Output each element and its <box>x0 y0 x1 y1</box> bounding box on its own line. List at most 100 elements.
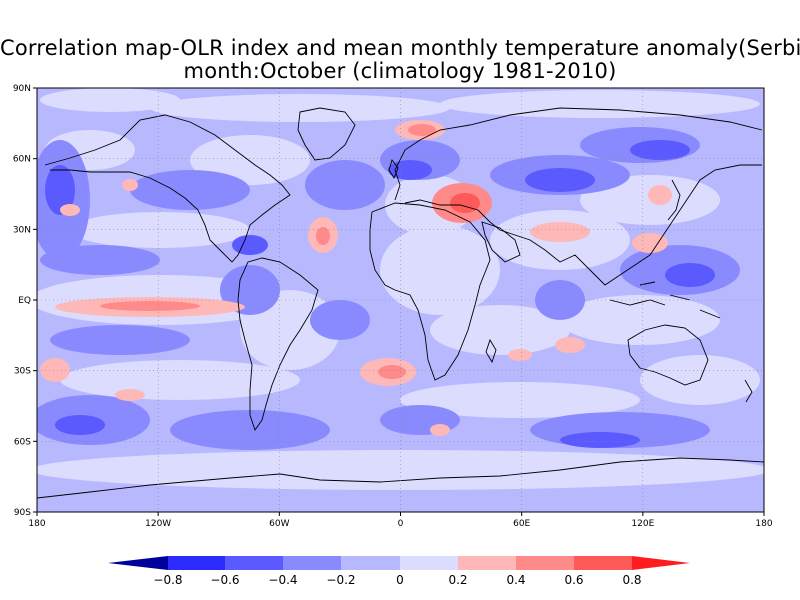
atlantic-red <box>316 227 330 245</box>
serbia-core-red <box>450 193 480 213</box>
colorbar-right-arrow <box>632 556 690 570</box>
colorbar-label: 0.8 <box>622 573 641 587</box>
madagascar-pink <box>508 349 532 361</box>
japan-coast <box>667 179 681 221</box>
north-pacific-light <box>70 212 250 248</box>
lon-tick-label: 120E <box>631 519 654 529</box>
latitude-axis: 90N 60N 30N EQ 30S 60S 90S <box>13 84 37 518</box>
map-subtitle: month:October (climatology 1981-2010) <box>183 59 617 83</box>
arabia-coast <box>481 221 521 263</box>
weak-positive-regions <box>37 88 764 490</box>
antarctica-coast <box>37 457 764 499</box>
europe-deep <box>388 160 432 180</box>
colorbar-bin <box>458 556 516 570</box>
southern-pacific-pink <box>115 389 145 401</box>
colorbar-label: −0.2 <box>326 573 355 587</box>
graticule <box>37 88 764 512</box>
lat-tick-label: 60N <box>13 155 31 165</box>
colorbar-bin <box>574 556 632 570</box>
west-pacific-deep <box>665 263 715 287</box>
colorbar-bin <box>400 556 458 570</box>
south-pacific-light <box>60 360 300 400</box>
strong-negative-regions <box>45 140 715 448</box>
caribbean-deep <box>232 235 268 255</box>
north-america-coast <box>44 114 291 263</box>
south-pacific-pink <box>40 358 70 382</box>
coastlines <box>37 107 764 499</box>
lat-tick-label: 30S <box>14 367 31 377</box>
longitude-axis: 180 120W 60W 0 60E 120E 180 <box>28 512 773 529</box>
colorbar-bin <box>283 556 341 570</box>
drake-blue <box>170 410 330 450</box>
central-pacific-blue <box>40 245 160 275</box>
new-zealand-coast <box>744 379 753 403</box>
south-atlantic-blue <box>310 300 370 340</box>
africa-light <box>380 225 500 315</box>
greenland-coast <box>297 107 356 161</box>
lon-tick-label: 0 <box>398 519 404 529</box>
eurasia-coast <box>394 107 763 286</box>
colorbar-left-arrow <box>108 556 168 570</box>
china-pink <box>632 233 668 253</box>
colorbar-bin <box>341 556 400 570</box>
southern-ocean-deep <box>560 432 640 448</box>
colorbar-bin <box>225 556 283 570</box>
lon-tick-label: 180 <box>28 519 45 529</box>
equatorial-pacific-red <box>100 301 200 311</box>
lat-tick-label: 90N <box>13 84 31 94</box>
colorbar-bin <box>168 556 225 570</box>
dateline-deep <box>45 165 75 215</box>
lat-tick-label: EQ <box>18 296 31 306</box>
japan-pink <box>648 185 672 205</box>
colorbar-label: 0.2 <box>448 573 467 587</box>
south-indian-pink <box>430 424 450 436</box>
equatorial-indian-blue <box>535 280 585 320</box>
south-pacific-blue <box>50 325 190 355</box>
indonesia-coast <box>609 281 721 319</box>
lat-tick-label: 90S <box>14 508 31 518</box>
lon-tick-label: 60E <box>513 519 530 529</box>
correlation-field <box>37 88 764 512</box>
colorbar: −0.8 −0.6 −0.4 −0.2 0 0.2 0.4 0.6 0.8 <box>108 556 690 587</box>
colorbar-label: −0.8 <box>153 573 182 587</box>
amazon-blue <box>220 265 280 315</box>
maritime-light <box>560 295 720 345</box>
lat-tick-label: 30N <box>13 225 31 235</box>
indian-ocean-light <box>430 305 570 355</box>
india-pink <box>530 222 590 242</box>
south-america-coast <box>237 257 319 431</box>
central-siberia-deep <box>525 168 595 192</box>
australia-coast <box>627 324 709 386</box>
colorbar-bin <box>516 556 574 570</box>
africa-coast <box>369 202 491 381</box>
lon-tick-label: 120W <box>145 519 171 529</box>
indian-pink <box>555 337 585 353</box>
colorbar-label: 0.6 <box>564 573 583 587</box>
lon-tick-label: 180 <box>755 519 772 529</box>
lon-tick-label: 60W <box>269 519 289 529</box>
colorbar-label: −0.4 <box>268 573 297 587</box>
map-title: Correlation map-OLR index and mean month… <box>0 36 800 60</box>
north-pacific-blue <box>130 170 250 210</box>
alaska-pink <box>122 179 138 191</box>
north-pacific-pink <box>60 204 80 216</box>
southern-indian-light <box>400 382 640 418</box>
north-atlantic-blue <box>305 160 385 210</box>
moderate-negative-regions <box>37 127 740 450</box>
madagascar-coast <box>485 338 497 364</box>
canada-light <box>190 135 310 185</box>
antarctic-light-band <box>37 450 764 490</box>
south-atlantic-red <box>378 365 406 379</box>
colorbar-label: 0.4 <box>506 573 525 587</box>
east-siberia-deep <box>630 140 690 160</box>
arctic-siberia-light <box>440 90 760 118</box>
southern-pacific-deep <box>55 415 105 435</box>
arctic-light <box>150 94 450 122</box>
uk-coast <box>388 159 399 179</box>
colorbar-label: 0 <box>396 573 404 587</box>
lat-tick-label: 60S <box>14 437 31 447</box>
arctic-pacific-light <box>40 88 180 112</box>
scandinavia-red <box>408 124 436 136</box>
colorbar-label: −0.6 <box>210 573 239 587</box>
